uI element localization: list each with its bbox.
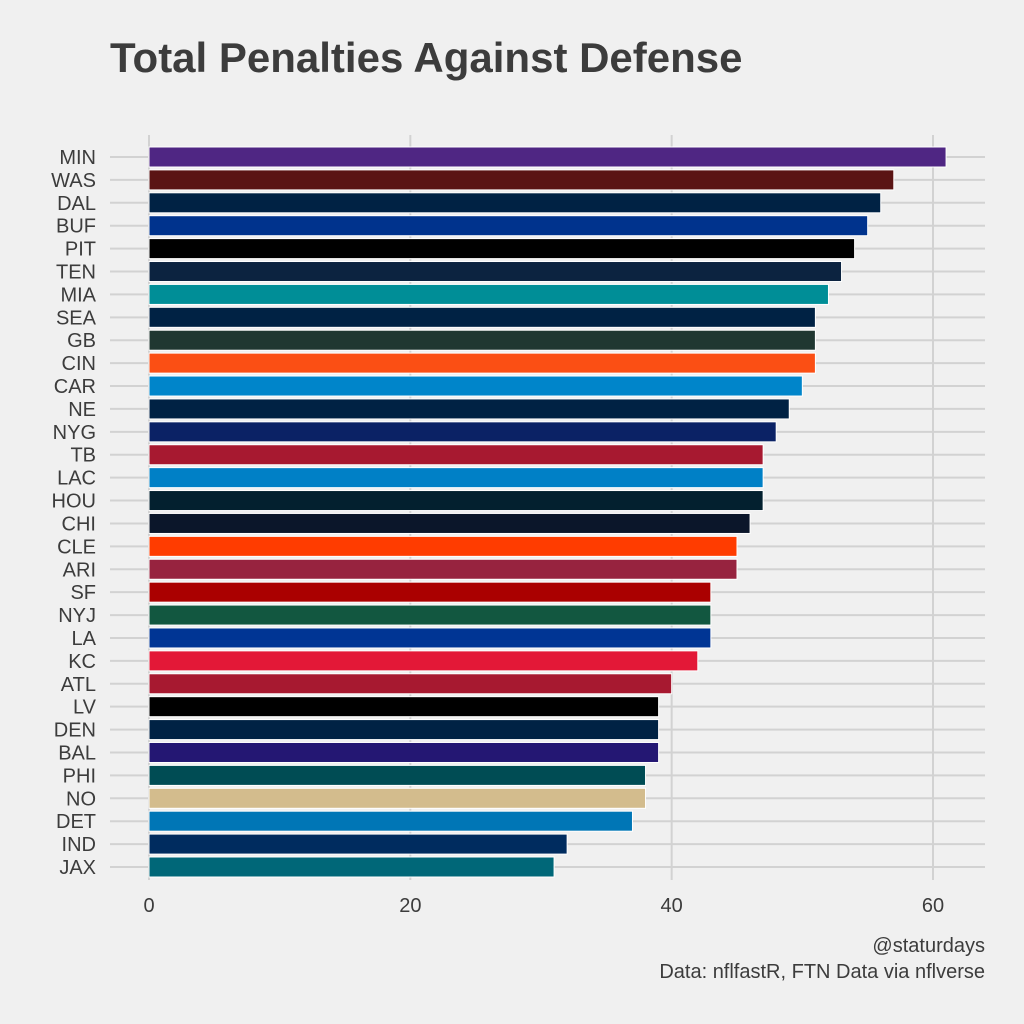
y-tick-label: LA: [72, 628, 97, 650]
y-tick-label: MIN: [59, 147, 96, 169]
y-tick-label: CAR: [54, 376, 96, 398]
bar-pit: [148, 238, 856, 260]
caption-source: Data: nflfastR, FTN Data via nflverse: [659, 961, 985, 983]
bar-was: [148, 169, 895, 191]
y-tick-label: BAL: [58, 742, 96, 764]
bar-sf: [148, 581, 712, 603]
bar-bal: [148, 741, 660, 763]
bar-den: [148, 719, 660, 741]
y-tick-label: SF: [70, 582, 96, 604]
y-tick-label: BUF: [56, 216, 96, 238]
y-tick-label: NYG: [53, 422, 96, 444]
bar-gb: [148, 329, 816, 351]
y-tick-label: LAC: [57, 468, 96, 490]
bar-cin: [148, 352, 816, 374]
y-tick-label: NYJ: [58, 605, 96, 627]
bar-chi: [148, 512, 751, 534]
y-tick-label: LV: [73, 697, 97, 719]
bar-dal: [148, 192, 882, 214]
bar-tb: [148, 444, 764, 466]
bar-min: [148, 146, 947, 168]
y-tick-label: HOU: [52, 491, 96, 513]
bar-ten: [148, 261, 843, 283]
y-tick-label: IND: [62, 834, 96, 856]
bar-cle: [148, 535, 738, 557]
bar-lac: [148, 467, 764, 489]
y-tick-label: DAL: [57, 193, 96, 215]
y-tick-label: DEN: [54, 720, 96, 742]
bar-jax: [148, 856, 555, 878]
bar-nyj: [148, 604, 712, 626]
bar-hou: [148, 490, 764, 512]
bar-no: [148, 787, 647, 809]
y-tick-label: NO: [66, 788, 96, 810]
bar-ari: [148, 558, 738, 580]
y-tick-label: WAS: [51, 170, 96, 192]
x-tick-label: 40: [661, 895, 683, 917]
y-tick-label: KC: [68, 651, 96, 673]
x-tick-label: 60: [922, 895, 944, 917]
y-tick-label: GB: [67, 330, 96, 352]
y-tick-label: NE: [68, 399, 96, 421]
bar-kc: [148, 650, 699, 672]
bar-nyg: [148, 421, 777, 443]
bar-la: [148, 627, 712, 649]
y-tick-label: DET: [56, 811, 96, 833]
y-tick-label: CHI: [62, 513, 96, 535]
y-tick-label: TB: [70, 445, 96, 467]
bar-mia: [148, 283, 829, 305]
bar-ind: [148, 833, 568, 855]
y-tick-label: CIN: [62, 353, 96, 375]
y-tick-label: TEN: [56, 262, 96, 284]
bar-car: [148, 375, 803, 397]
y-tick-label: CLE: [57, 536, 96, 558]
bar-phi: [148, 764, 647, 786]
bar-buf: [148, 215, 869, 237]
y-tick-label: PHI: [63, 765, 96, 787]
chart-title: Total Penalties Against Defense: [110, 34, 743, 81]
bar-lv: [148, 696, 660, 718]
bar-ne: [148, 398, 790, 420]
bar-atl: [148, 673, 673, 695]
y-tick-label: SEA: [56, 307, 97, 329]
y-tick-label: PIT: [65, 239, 96, 261]
y-tick-label: ATL: [61, 674, 96, 696]
bar-sea: [148, 306, 816, 328]
x-tick-label: 0: [143, 895, 154, 917]
bar-det: [148, 810, 633, 832]
x-tick-label: 20: [399, 895, 421, 917]
y-tick-label: ARI: [63, 559, 96, 581]
caption-handle: @staturdays: [872, 935, 985, 957]
y-tick-label: JAX: [59, 857, 96, 879]
y-tick-label: MIA: [60, 284, 96, 306]
